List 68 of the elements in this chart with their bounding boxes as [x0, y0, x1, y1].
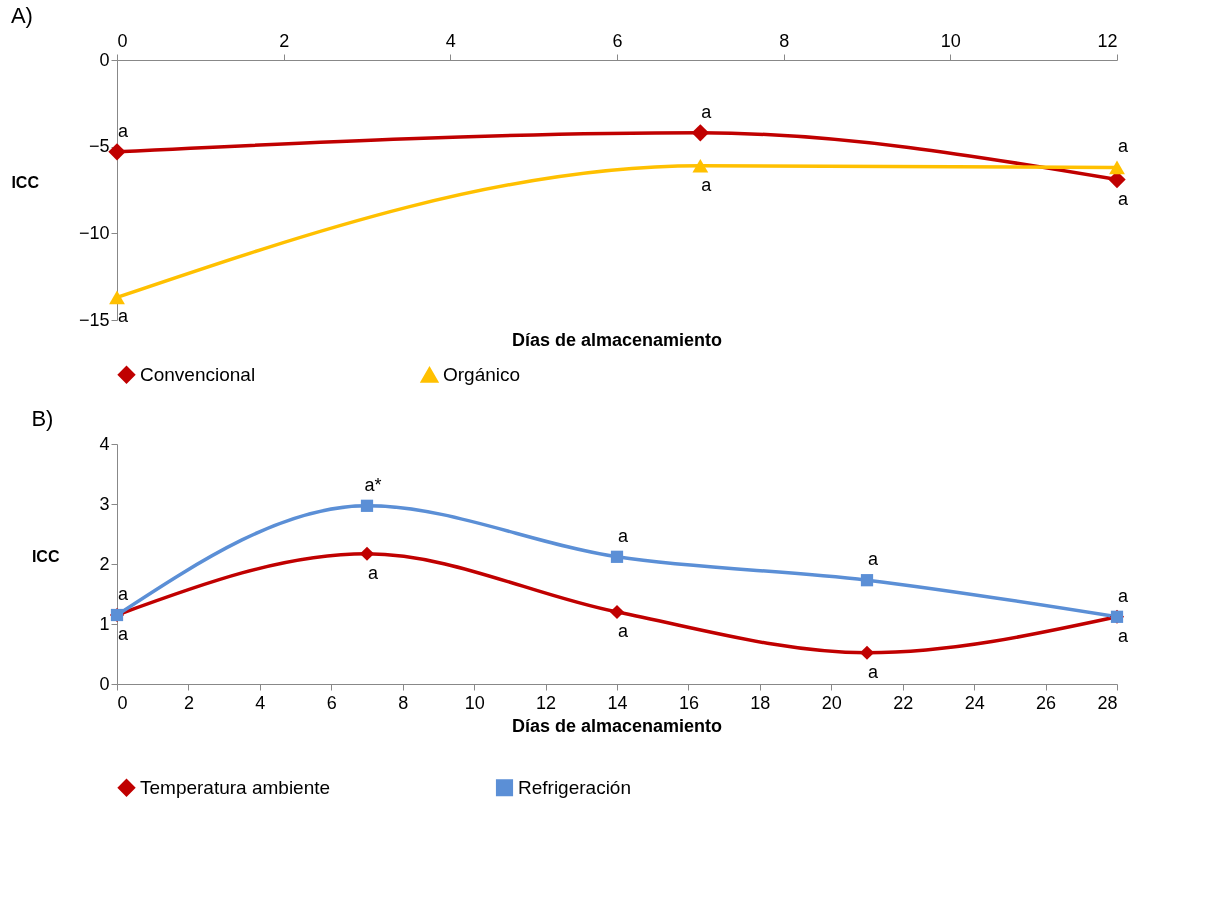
y-tick-label: −10 [78, 222, 110, 243]
point [692, 158, 709, 173]
x-tick-label: 16 [678, 692, 699, 713]
annotation: a [701, 174, 713, 195]
x-axis-title: Días de almacenamiento [511, 716, 723, 736]
point [610, 550, 624, 563]
y-tick-label: 4 [99, 433, 110, 454]
y-tick-label: 0 [99, 49, 110, 70]
point [109, 290, 125, 305]
annotation: a [117, 306, 129, 327]
x-tick-label: 6 [612, 30, 623, 51]
point [108, 143, 126, 161]
legend-label: Refrigeración [518, 776, 631, 798]
x-tick-label: 8 [779, 30, 790, 51]
annotation: a [1117, 188, 1129, 209]
annotation: a [1117, 136, 1129, 157]
x-tick-label: 14 [607, 692, 628, 713]
point [1109, 160, 1125, 175]
annotation: a [1117, 585, 1129, 606]
point [859, 645, 875, 660]
legend-label: Convencional [140, 363, 256, 385]
x-tick-label: 6 [326, 692, 337, 713]
annotation: a [117, 120, 129, 141]
point [360, 499, 374, 512]
x-tick-label: 20 [821, 692, 842, 713]
y-tick-label: −15 [78, 309, 110, 330]
x-tick-label: 10 [464, 692, 485, 713]
chart-title: A) [10, 3, 33, 28]
point [609, 604, 625, 620]
point [860, 574, 874, 587]
y-tick-label: 0 [99, 673, 110, 694]
point [691, 124, 709, 142]
x-tick-label: 4 [445, 30, 456, 51]
annotation: a [1117, 625, 1129, 646]
chart-title: B) [31, 406, 54, 431]
x-tick-label: 0 [117, 30, 128, 51]
x-axis-title: Días de almacenamiento [511, 330, 723, 350]
x-tick-label: 28 [1097, 692, 1118, 713]
x-tick-label: 24 [964, 692, 985, 713]
legend-label: Temperatura ambiente [140, 776, 331, 798]
legend-label: Orgánico [443, 364, 521, 386]
x-tick-label: 10 [940, 30, 961, 51]
y-tick-label: −5 [88, 136, 110, 157]
x-tick-label: 12 [1097, 30, 1118, 51]
y-tick-label: 1 [99, 613, 110, 634]
y-tick-label: 3 [99, 493, 110, 514]
x-tick-label: 26 [1036, 692, 1057, 713]
y-tick-label: 2 [99, 553, 110, 574]
annotation: a [701, 101, 713, 122]
x-tick-label: 8 [398, 692, 409, 713]
annotation: a [617, 621, 629, 641]
annotation: a* [364, 474, 382, 495]
x-tick-label: 0 [117, 692, 128, 713]
annotation: a [117, 624, 129, 644]
y-axis-title: ICC [11, 173, 40, 191]
x-tick-label: 2 [279, 30, 290, 51]
point [359, 546, 375, 561]
annotation: a [867, 661, 879, 682]
x-tick-label: 18 [750, 692, 771, 713]
y-axis-title: ICC [31, 547, 60, 565]
x-tick-label: 12 [536, 692, 557, 713]
annotation: a [617, 525, 629, 546]
annotation: a [867, 549, 879, 570]
x-tick-label: 2 [183, 692, 194, 713]
annotation: a [367, 562, 379, 583]
annotation: a [117, 584, 129, 604]
x-tick-label: 4 [255, 692, 266, 713]
x-tick-label: 22 [893, 692, 914, 713]
